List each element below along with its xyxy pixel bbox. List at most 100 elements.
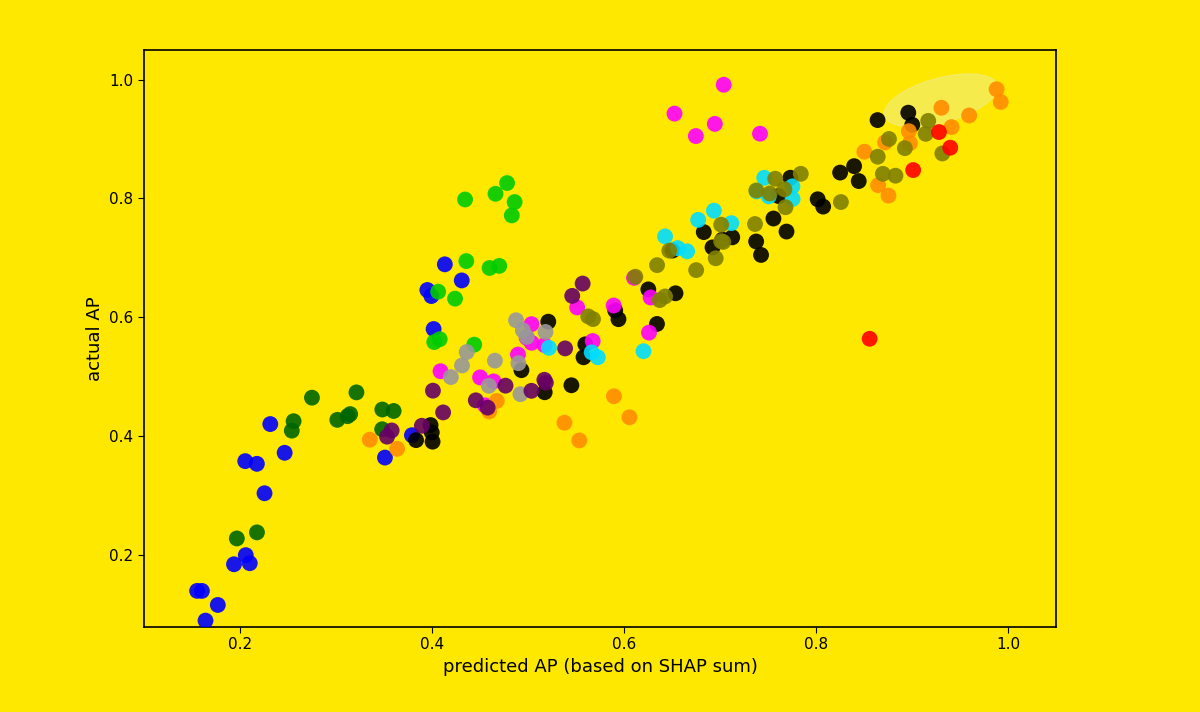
Point [227, 533, 246, 544]
Point [475, 399, 494, 411]
Point [425, 336, 444, 347]
Point [260, 419, 280, 430]
Point [388, 443, 407, 454]
Point [641, 292, 660, 303]
Point [496, 380, 515, 392]
Point [878, 190, 898, 201]
Point [470, 372, 490, 383]
Point [625, 271, 644, 283]
Point [854, 146, 874, 157]
Point [624, 272, 643, 283]
Point [484, 376, 503, 387]
Point [209, 600, 228, 611]
Point [236, 550, 256, 561]
Point [988, 83, 1007, 95]
Point [776, 201, 796, 213]
Point [517, 331, 536, 342]
Point [876, 137, 895, 148]
Point [372, 424, 391, 435]
Point [830, 167, 850, 178]
Point [464, 339, 484, 350]
Point [522, 318, 541, 330]
Point [254, 488, 274, 499]
Point [703, 241, 722, 253]
Point [845, 160, 864, 172]
Point [791, 168, 810, 179]
Point [832, 197, 851, 208]
Point [782, 193, 802, 204]
Point [860, 333, 880, 345]
Point [224, 559, 244, 570]
Point [511, 389, 530, 400]
Point [647, 318, 666, 330]
Point [666, 288, 685, 299]
Point [650, 294, 670, 305]
Point [467, 394, 486, 406]
Point [782, 181, 802, 192]
Point [899, 125, 918, 137]
Point [776, 226, 796, 237]
Point [341, 409, 360, 420]
Point [486, 188, 505, 199]
Point [578, 310, 598, 322]
Point [480, 262, 499, 273]
Point [900, 137, 919, 149]
Point [407, 434, 426, 446]
Point [583, 335, 602, 347]
Point [275, 447, 294, 459]
Point [522, 337, 541, 348]
Point [769, 190, 788, 201]
Point [750, 128, 769, 140]
Point [192, 585, 211, 597]
Point [452, 275, 472, 286]
Point [536, 377, 556, 389]
Point [457, 346, 476, 357]
Point [648, 259, 667, 271]
Point [640, 327, 659, 338]
Point [781, 172, 800, 184]
Point [808, 194, 827, 205]
Point [916, 128, 935, 140]
Point [604, 300, 623, 311]
Point [240, 557, 259, 569]
Point [247, 527, 266, 538]
Point [588, 352, 607, 363]
Point [442, 372, 461, 383]
Point [378, 431, 397, 442]
Point [941, 142, 960, 153]
Point [760, 191, 779, 202]
Point [554, 417, 574, 429]
Point [431, 365, 450, 377]
Point [498, 177, 517, 189]
Point [668, 242, 688, 253]
Point [655, 290, 674, 302]
Point [904, 164, 923, 176]
Point [422, 436, 442, 447]
Point [430, 333, 449, 345]
Point [929, 126, 948, 137]
Point [556, 342, 575, 354]
Point [868, 115, 887, 126]
Point [665, 108, 684, 120]
Point [706, 118, 725, 130]
Point [713, 234, 732, 245]
Point [991, 96, 1010, 108]
Point [509, 349, 528, 360]
Point [576, 339, 595, 350]
Point [382, 425, 401, 436]
Point [714, 236, 733, 248]
Point [751, 249, 770, 261]
Point [608, 313, 628, 325]
Point [712, 219, 731, 231]
Point [418, 284, 437, 295]
Point [606, 305, 625, 316]
Point [655, 231, 674, 242]
Point [570, 435, 589, 446]
Point [487, 395, 506, 407]
Point [775, 184, 794, 195]
Point [694, 226, 713, 238]
Point [478, 402, 497, 414]
Point [235, 456, 254, 467]
Y-axis label: actual AP: actual AP [85, 296, 103, 380]
Point [384, 405, 403, 417]
